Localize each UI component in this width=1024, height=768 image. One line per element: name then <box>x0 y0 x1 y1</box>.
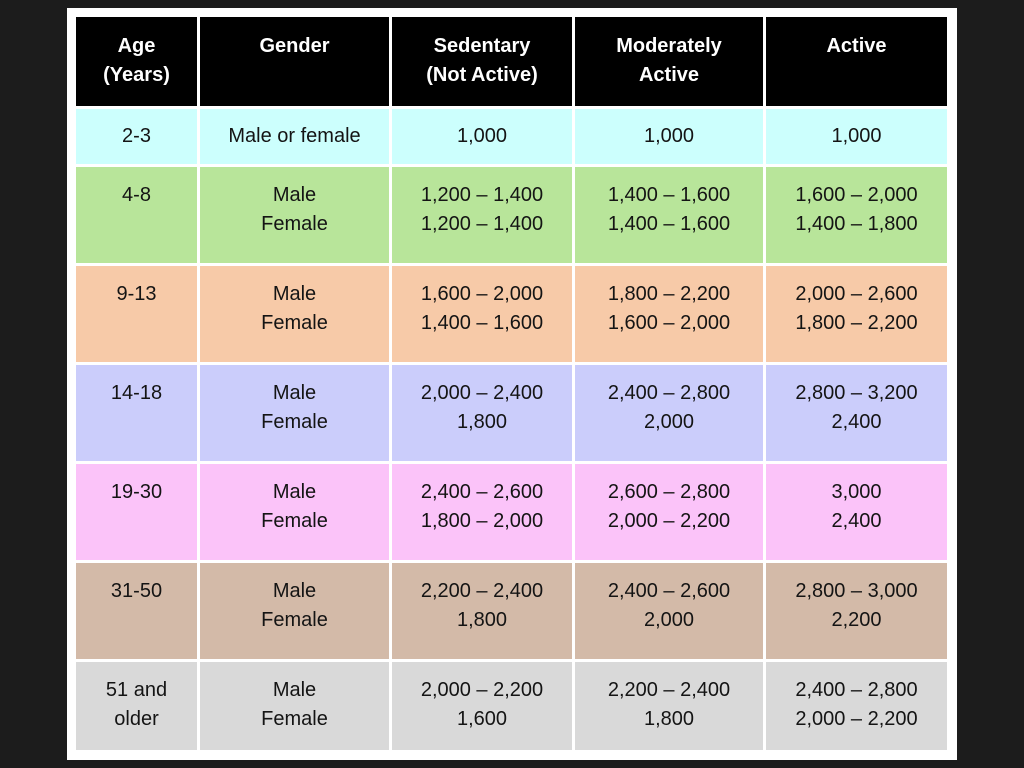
active-cell: 2,800 – 3,200 2,400 <box>766 365 947 464</box>
table-row: 4-8 Male Female 1,200 – 1,400 1,200 – 1,40… <box>76 167 947 266</box>
moderate-cell: 1,000 <box>575 109 766 167</box>
age-cell: 19-30 <box>76 464 200 563</box>
table-row: 2-3 Male or female 1,000 1,000 1,000 <box>76 109 947 167</box>
active-cell: 2,400 – 2,800 2,000 – 2,200 <box>766 662 947 750</box>
header-active: Active <box>766 17 947 109</box>
age-cell: 14-18 <box>76 365 200 464</box>
moderate-cell: 2,200 – 2,400 1,800 <box>575 662 766 750</box>
gender-cell: Male Female <box>200 464 392 563</box>
gender-cell: Male Female <box>200 266 392 365</box>
table-row: 9-13 Male Female 1,600 – 2,000 1,400 – 1,6… <box>76 266 947 365</box>
active-cell: 2,800 – 3,000 2,200 <box>766 563 947 662</box>
header-sedentary: Sedentary (Not Active) <box>392 17 575 109</box>
gender-cell: Male Female <box>200 365 392 464</box>
header-gender: Gender <box>200 17 392 109</box>
table-row: 19-30 Male Female 2,400 – 2,600 1,800 – 2,… <box>76 464 947 563</box>
sedentary-cell: 2,400 – 2,600 1,800 – 2,000 <box>392 464 575 563</box>
moderate-cell: 2,400 – 2,600 2,000 <box>575 563 766 662</box>
age-cell: 9-13 <box>76 266 200 365</box>
age-cell: 2-3 <box>76 109 200 167</box>
moderate-cell: 2,600 – 2,800 2,000 – 2,200 <box>575 464 766 563</box>
sedentary-cell: 1,600 – 2,000 1,400 – 1,600 <box>392 266 575 365</box>
active-cell: 3,000 2,400 <box>766 464 947 563</box>
gender-cell: Male Female <box>200 662 392 750</box>
sedentary-cell: 1,000 <box>392 109 575 167</box>
sedentary-cell: 1,200 – 1,400 1,200 – 1,400 <box>392 167 575 266</box>
age-cell: 51 and older <box>76 662 200 750</box>
gender-cell: Male or female <box>200 109 392 167</box>
table-row: 51 and older Male Female 2,000 – 2,200 1,60… <box>76 662 947 750</box>
gender-cell: Male Female <box>200 167 392 266</box>
sedentary-cell: 2,000 – 2,200 1,600 <box>392 662 575 750</box>
header-moderately-active: Moderately Active <box>575 17 766 109</box>
active-cell: 1,000 <box>766 109 947 167</box>
age-cell: 4-8 <box>76 167 200 266</box>
sedentary-cell: 2,200 – 2,400 1,800 <box>392 563 575 662</box>
header-age: Age (Years) <box>76 17 200 109</box>
age-cell: 31-50 <box>76 563 200 662</box>
active-cell: 2,000 – 2,600 1,800 – 2,200 <box>766 266 947 365</box>
gender-cell: Male Female <box>200 563 392 662</box>
moderate-cell: 2,400 – 2,800 2,000 <box>575 365 766 464</box>
sedentary-cell: 2,000 – 2,400 1,800 <box>392 365 575 464</box>
active-cell: 1,600 – 2,000 1,400 – 1,800 <box>766 167 947 266</box>
table-row: 31-50 Male Female 2,200 – 2,400 1,800 2,40… <box>76 563 947 662</box>
table-row: 14-18 Male Female 2,000 – 2,400 1,800 2,40… <box>76 365 947 464</box>
moderate-cell: 1,400 – 1,600 1,400 – 1,600 <box>575 167 766 266</box>
header-row: Age (Years) Gender Sedentary (Not Active… <box>76 17 947 109</box>
moderate-cell: 1,800 – 2,200 1,600 – 2,000 <box>575 266 766 365</box>
calorie-table: Age (Years) Gender Sedentary (Not Active… <box>76 17 947 750</box>
